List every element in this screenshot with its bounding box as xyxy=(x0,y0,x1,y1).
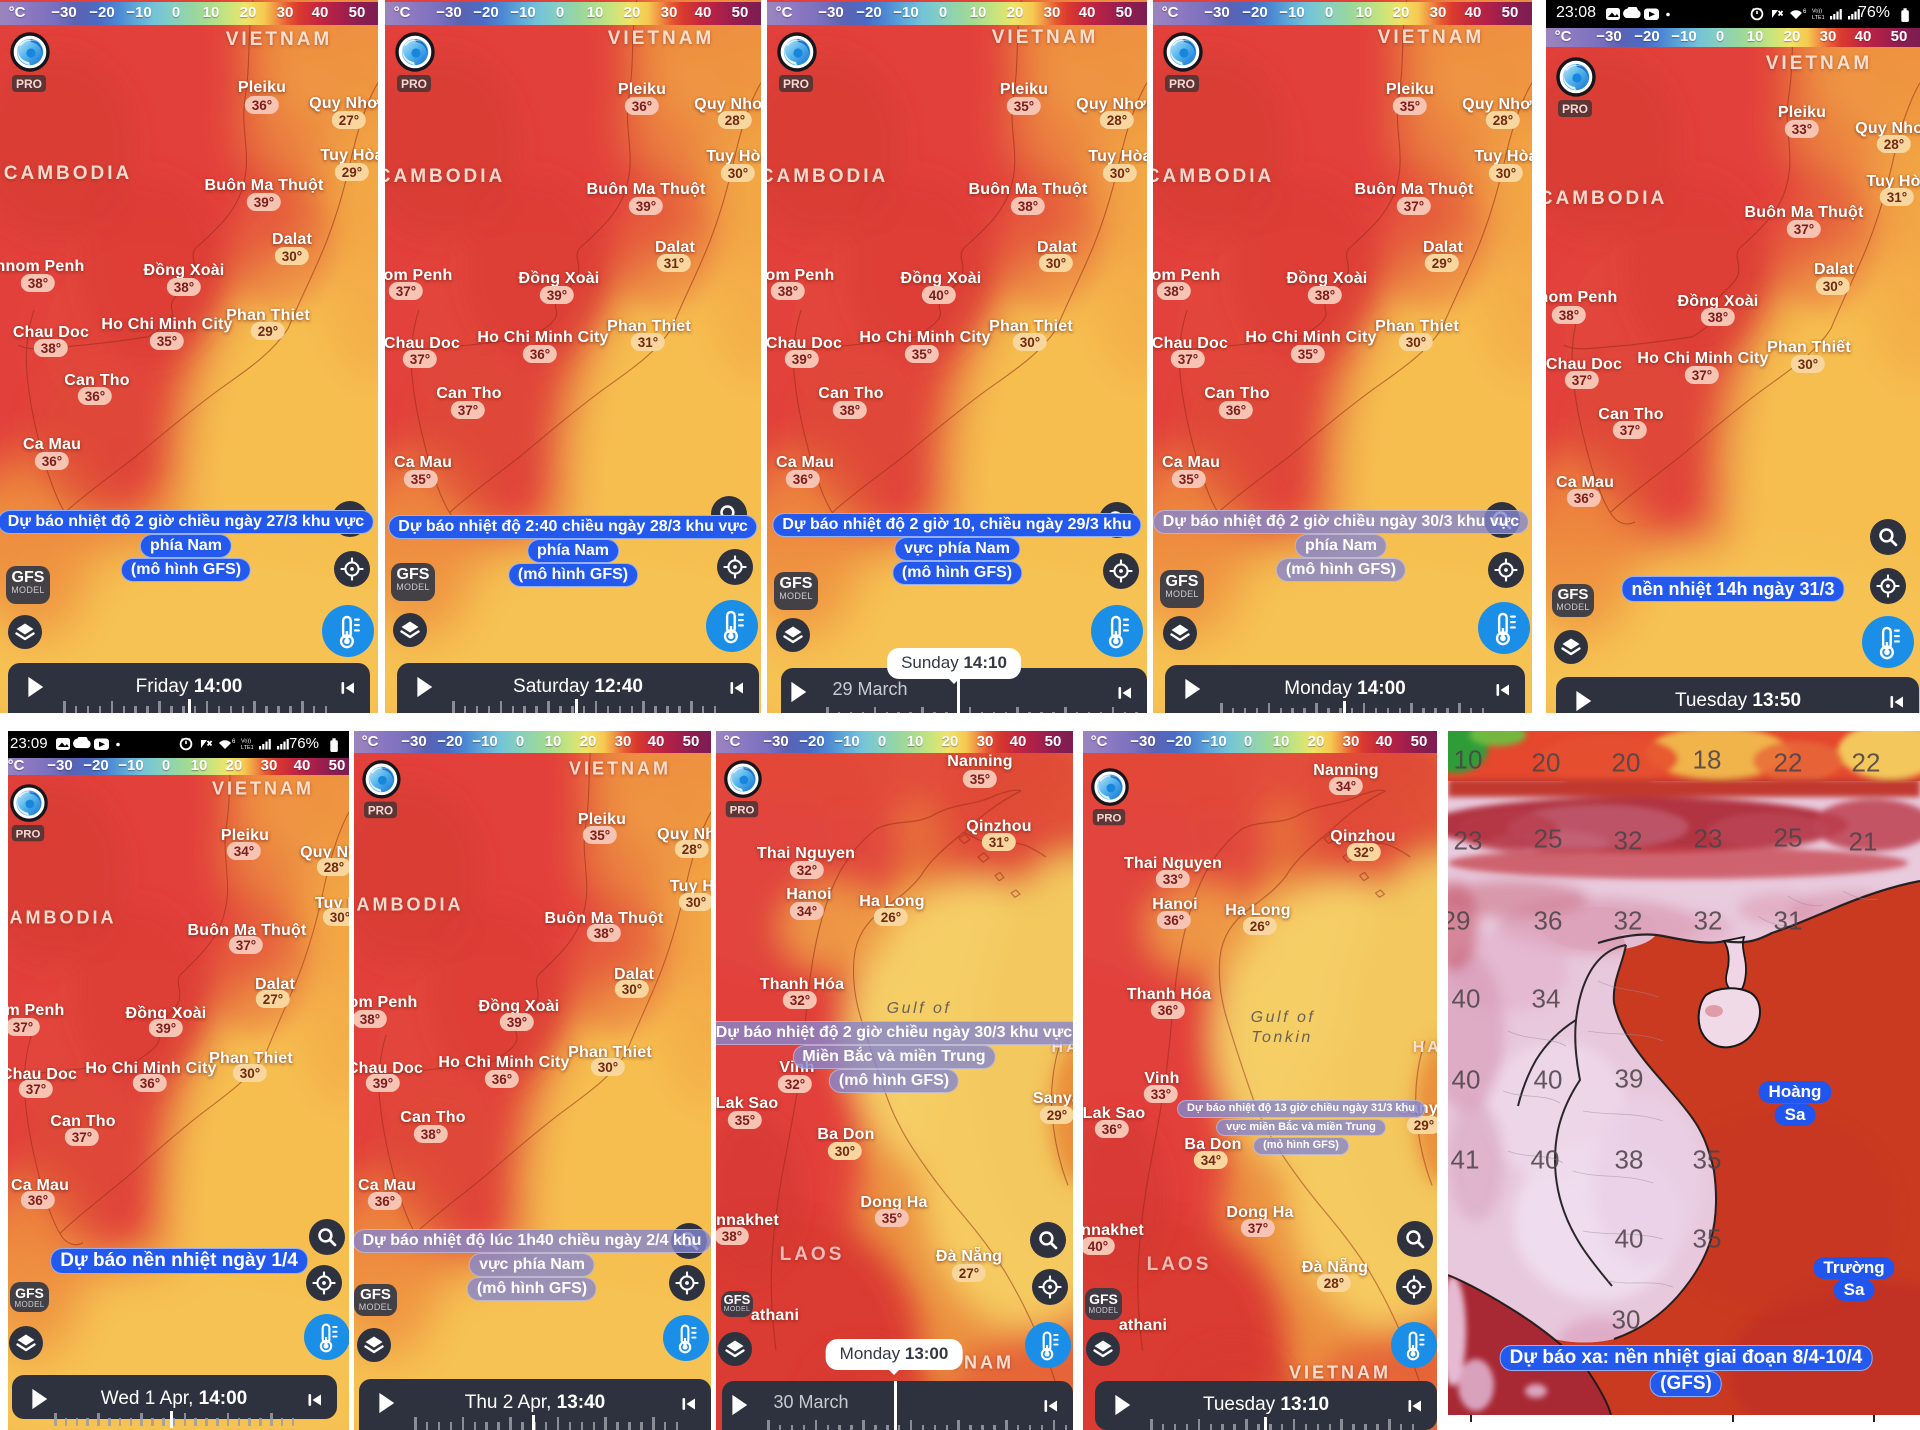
svg-text:PRO: PRO xyxy=(730,804,755,816)
svg-text:6: 6 xyxy=(1803,9,1807,15)
svg-text:LTE1: LTE1 xyxy=(1812,15,1825,21)
svg-text:LTE1: LTE1 xyxy=(241,745,254,751)
svg-text:PRO: PRO xyxy=(16,828,41,840)
svg-text:Vo)): Vo)) xyxy=(1812,9,1822,15)
svg-text:PRO: PRO xyxy=(783,77,809,91)
svg-text:PRO: PRO xyxy=(368,804,393,817)
svg-text:PRO: PRO xyxy=(16,77,42,91)
svg-text:PRO: PRO xyxy=(1169,77,1195,91)
svg-text:PRO: PRO xyxy=(1097,812,1122,824)
svg-text:PRO: PRO xyxy=(401,77,427,91)
svg-text:Vo)): Vo)) xyxy=(241,739,251,745)
svg-text:6: 6 xyxy=(232,739,236,745)
svg-text:PRO: PRO xyxy=(1562,102,1588,116)
